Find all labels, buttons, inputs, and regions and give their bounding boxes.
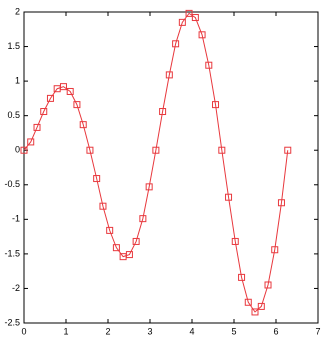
marker — [238, 273, 246, 281]
marker — [59, 83, 67, 91]
marker — [99, 202, 107, 210]
marker — [152, 146, 160, 154]
marker — [93, 175, 101, 183]
marker — [132, 237, 140, 245]
marker — [40, 108, 48, 116]
marker — [125, 251, 133, 259]
marker — [178, 18, 186, 26]
marker — [271, 246, 279, 254]
x-tick-label: 3 — [147, 326, 152, 336]
marker — [251, 308, 259, 316]
marker — [33, 123, 41, 131]
marker — [112, 244, 120, 252]
marker — [145, 183, 153, 191]
marker — [218, 146, 226, 154]
y-tick-label: -1 — [12, 214, 20, 224]
y-tick-label: -1.5 — [4, 248, 20, 258]
marker — [284, 146, 292, 154]
marker — [46, 94, 54, 102]
marker — [86, 146, 94, 154]
x-tick-label: 2 — [105, 326, 110, 336]
x-tick-label: 4 — [189, 326, 194, 336]
marker — [79, 121, 87, 129]
marker — [205, 61, 213, 69]
marker — [165, 71, 173, 79]
y-tick-label: 0.5 — [7, 110, 20, 120]
axes-box — [23, 11, 319, 324]
marker — [172, 40, 180, 48]
y-tick-label: -2 — [12, 283, 20, 293]
y-tick-label: 0 — [15, 145, 20, 155]
x-tick-label: 0 — [21, 326, 26, 336]
y-tick-label: -2.5 — [4, 317, 20, 327]
x-tick-label: 6 — [273, 326, 278, 336]
marker — [159, 108, 167, 116]
marker — [191, 14, 199, 22]
marker — [244, 298, 252, 306]
marker — [20, 146, 28, 154]
marker — [139, 215, 147, 223]
marker — [66, 87, 74, 95]
x-tick-label: 5 — [231, 326, 236, 336]
marker — [257, 302, 265, 310]
marker — [106, 226, 114, 234]
y-tick-label: 2 — [15, 6, 20, 16]
marker — [225, 193, 233, 201]
marker — [73, 101, 81, 109]
marker — [198, 31, 206, 39]
y-tick-label: 1.5 — [7, 41, 20, 51]
marker — [264, 281, 272, 289]
x-tick-label: 1 — [63, 326, 68, 336]
y-tick-label: -0.5 — [4, 179, 20, 189]
marker — [277, 199, 285, 207]
marker — [231, 237, 239, 245]
line — [23, 12, 289, 313]
y-tick-label: 1 — [15, 75, 20, 85]
marker — [185, 9, 193, 17]
x-tick-label: 7 — [315, 326, 320, 336]
marker — [212, 101, 220, 109]
marker — [27, 138, 35, 146]
